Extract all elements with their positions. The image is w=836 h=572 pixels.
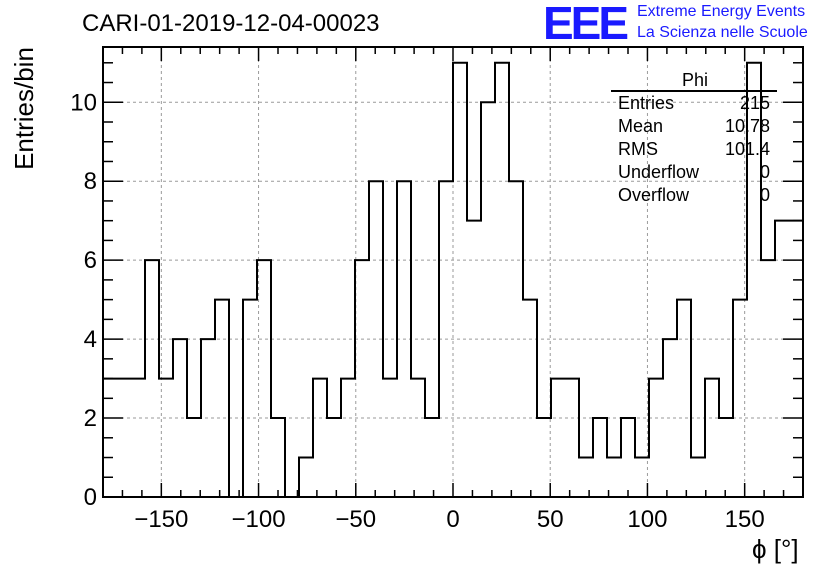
histogram-bin: [341, 379, 355, 497]
histogram-bin: [481, 102, 495, 497]
stats-row-rms: RMS 101.4: [618, 139, 770, 161]
histogram-bin: [467, 221, 481, 497]
histogram-bin: [649, 379, 663, 497]
histogram-bars: [103, 61, 803, 498]
grid-lines: [103, 47, 803, 497]
x-axis-label: ϕ [°]: [752, 534, 799, 564]
y-tick-label: 4: [84, 326, 97, 353]
stats-value: 215: [739, 93, 770, 113]
histogram-bin: [453, 63, 467, 497]
x-tick-label: 0: [446, 506, 459, 533]
stats-value: 0: [759, 162, 770, 182]
stats-row-overflow: Overflow 0: [618, 185, 770, 207]
histogram-bin: [299, 458, 313, 497]
histogram-bin: [495, 63, 509, 497]
histogram-bin: [313, 379, 327, 497]
histogram-bin: [355, 260, 369, 497]
stats-value: 101.4: [724, 139, 770, 159]
histogram-bin: [425, 418, 439, 497]
histogram-bin: [565, 379, 579, 497]
histogram-bin: [187, 418, 201, 497]
y-tick-label: 10: [70, 89, 97, 116]
histogram-bin: [215, 300, 229, 497]
histogram-bin: [271, 418, 285, 497]
stats-row-underflow: Underflow 0: [618, 162, 770, 184]
x-tick-label: −50: [335, 506, 376, 533]
x-tick-label: 100: [627, 506, 667, 533]
histogram-bin: [719, 418, 733, 497]
histogram-bin: [621, 418, 635, 497]
y-tick-label: 6: [84, 247, 97, 274]
y-axis-label: Entries/bin: [8, 46, 39, 170]
histogram-bin: [145, 260, 159, 497]
stats-label: Entries: [618, 93, 675, 113]
x-tick-label: −100: [232, 506, 286, 533]
logo-mark: EEE: [543, 0, 629, 49]
histogram-bin: [691, 458, 705, 497]
stats-row-entries: Entries 215: [618, 93, 770, 115]
histogram-bin: [551, 379, 565, 497]
histogram-bin: [775, 221, 789, 497]
histogram-bin: [677, 300, 691, 497]
stats-label: Underflow: [618, 162, 700, 182]
y-tick-label: 0: [84, 484, 97, 511]
y-tick-label: 8: [84, 168, 97, 195]
histogram-bin: [117, 379, 131, 497]
stats-row-mean: Mean 10.78: [618, 116, 770, 138]
histogram-bin: [705, 379, 719, 497]
stats-value: 0: [759, 185, 770, 205]
y-tick-label: 2: [84, 405, 97, 432]
stats-title: Phi: [681, 70, 708, 90]
axes: [102, 46, 804, 498]
stats-label: Mean: [618, 116, 664, 136]
histogram-bin: [383, 379, 397, 497]
stats-value: 10.78: [724, 116, 770, 136]
histogram-bin: [523, 300, 537, 497]
histogram-bin: [537, 418, 551, 497]
logo-line1: Extreme Energy Events: [637, 3, 806, 20]
stats-label: Overflow: [618, 185, 690, 205]
logo-line2: La Scienza nelle Scuole: [637, 24, 808, 41]
histogram-bin: [411, 379, 425, 497]
histogram-bin: [761, 260, 775, 497]
histogram-bin: [243, 300, 257, 497]
histogram-bin: [579, 458, 593, 497]
tick-labels: −150 −100 −50 0 50 100 150 0 2 4 6 8 10: [70, 89, 764, 533]
stats-label: RMS: [618, 139, 658, 159]
x-tick-label: −150: [134, 506, 188, 533]
histogram-bin: [593, 418, 607, 497]
x-tick-label: 50: [537, 506, 564, 533]
histogram-bin: [327, 418, 341, 497]
histogram-bin: [131, 379, 145, 497]
histogram-outline: [103, 61, 803, 498]
x-tick-label: 150: [725, 506, 765, 533]
chart-title: CARI-01-2019-12-04-00023: [82, 10, 380, 37]
histogram-bin: [257, 260, 271, 497]
